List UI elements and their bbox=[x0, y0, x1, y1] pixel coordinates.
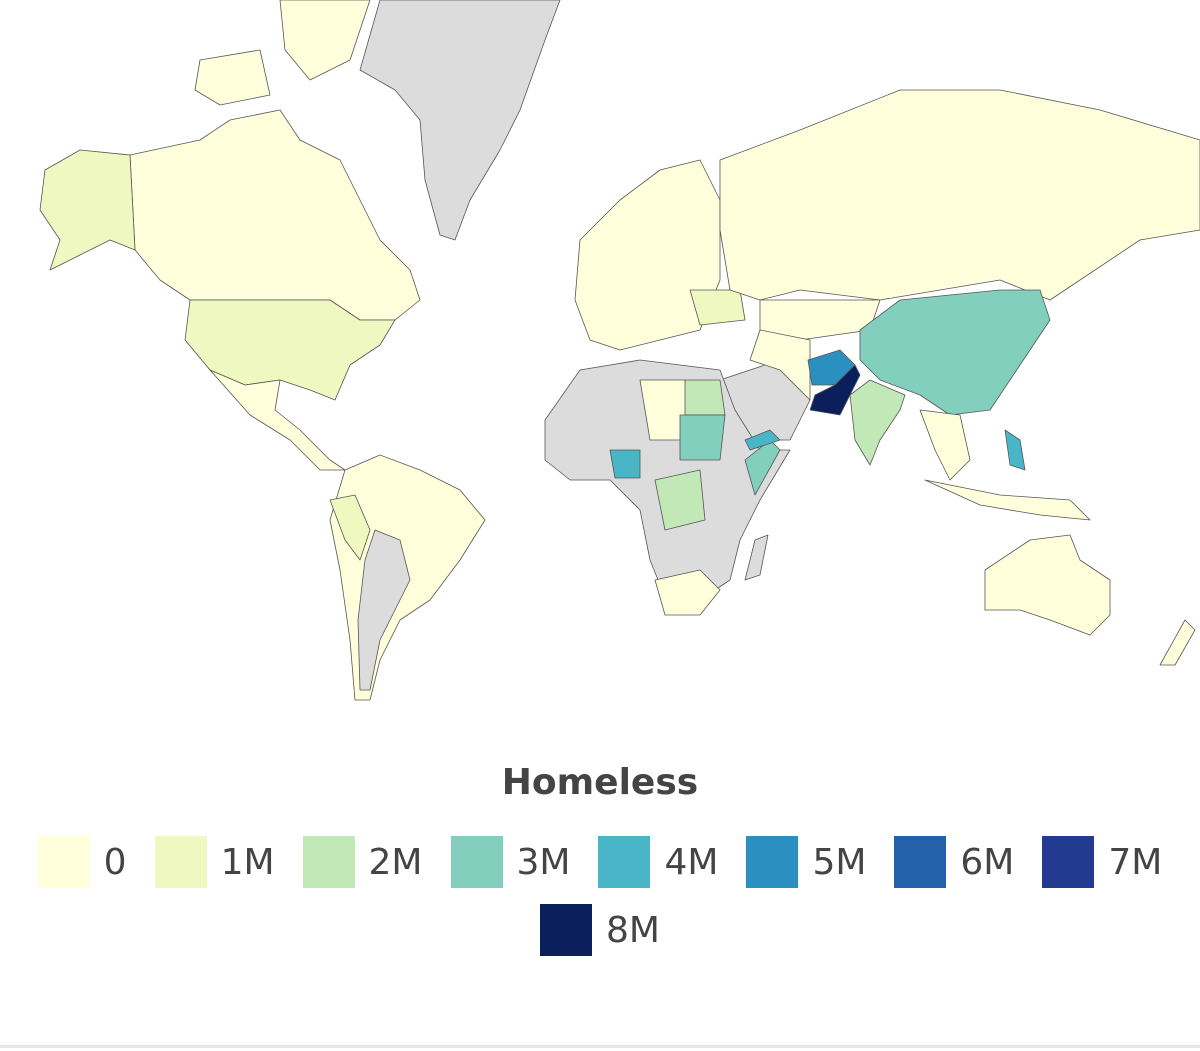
country bbox=[859, 289, 1051, 416]
legend-swatch bbox=[746, 836, 799, 888]
legend-swatch bbox=[302, 836, 355, 888]
country bbox=[329, 494, 371, 561]
country bbox=[809, 364, 861, 416]
legend-item: 2M bbox=[302, 836, 423, 888]
legend-label: 4M bbox=[664, 841, 719, 883]
legend-swatch bbox=[1042, 836, 1095, 888]
legend-item: 7M bbox=[1042, 836, 1162, 888]
country bbox=[1159, 619, 1196, 666]
legend-item: 3M bbox=[450, 836, 571, 888]
legend-title: Homeless bbox=[501, 762, 699, 803]
country bbox=[749, 329, 811, 401]
legend-swatch bbox=[598, 836, 651, 888]
country bbox=[359, 0, 561, 241]
country bbox=[194, 49, 271, 106]
country bbox=[744, 534, 769, 581]
country bbox=[609, 449, 641, 479]
legend-item: 6M bbox=[894, 836, 1014, 888]
legend-label: 3M bbox=[516, 841, 571, 883]
legend-swatch bbox=[894, 836, 947, 888]
country bbox=[679, 414, 726, 461]
legend-label: 6M bbox=[960, 841, 1015, 883]
legend-swatch bbox=[540, 904, 593, 956]
country bbox=[654, 569, 721, 616]
country bbox=[357, 529, 411, 691]
legend: 0 1M 2M 3M 4M 5M 6M 7M 8M bbox=[20, 836, 1180, 956]
legend-label: 8M bbox=[606, 909, 660, 951]
country bbox=[759, 299, 881, 341]
divider bbox=[0, 1045, 1200, 1048]
legend-label: 7M bbox=[1108, 841, 1163, 883]
country bbox=[744, 429, 781, 451]
country bbox=[744, 439, 781, 496]
country bbox=[689, 289, 746, 326]
legend-label: 2M bbox=[368, 841, 423, 883]
world-map bbox=[39, 0, 1200, 701]
legend-item: 8M bbox=[540, 904, 660, 956]
country bbox=[924, 479, 1091, 521]
legend-swatch bbox=[154, 836, 207, 888]
country bbox=[279, 0, 371, 81]
country bbox=[849, 379, 906, 466]
country bbox=[919, 409, 971, 481]
country bbox=[129, 109, 421, 321]
legend-item: 1M bbox=[154, 836, 275, 888]
country bbox=[654, 469, 706, 531]
country bbox=[1004, 429, 1026, 471]
country bbox=[719, 89, 1200, 301]
legend-swatch bbox=[450, 836, 503, 888]
legend-item: 0 bbox=[37, 836, 127, 888]
country bbox=[209, 369, 346, 471]
legend-label: 5M bbox=[812, 841, 867, 883]
legend-item: 5M bbox=[746, 836, 866, 888]
country bbox=[574, 159, 721, 351]
country bbox=[984, 534, 1111, 636]
country bbox=[39, 149, 136, 271]
country bbox=[684, 379, 726, 416]
legend-item: 4M bbox=[598, 836, 718, 888]
legend-label: 0 bbox=[103, 841, 127, 883]
legend-swatch bbox=[37, 836, 90, 888]
legend-label: 1M bbox=[220, 841, 275, 883]
